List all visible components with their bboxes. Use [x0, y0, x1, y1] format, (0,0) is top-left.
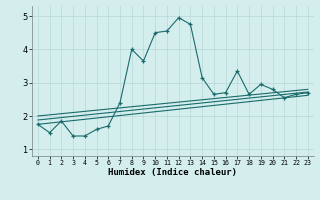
X-axis label: Humidex (Indice chaleur): Humidex (Indice chaleur)	[108, 168, 237, 177]
